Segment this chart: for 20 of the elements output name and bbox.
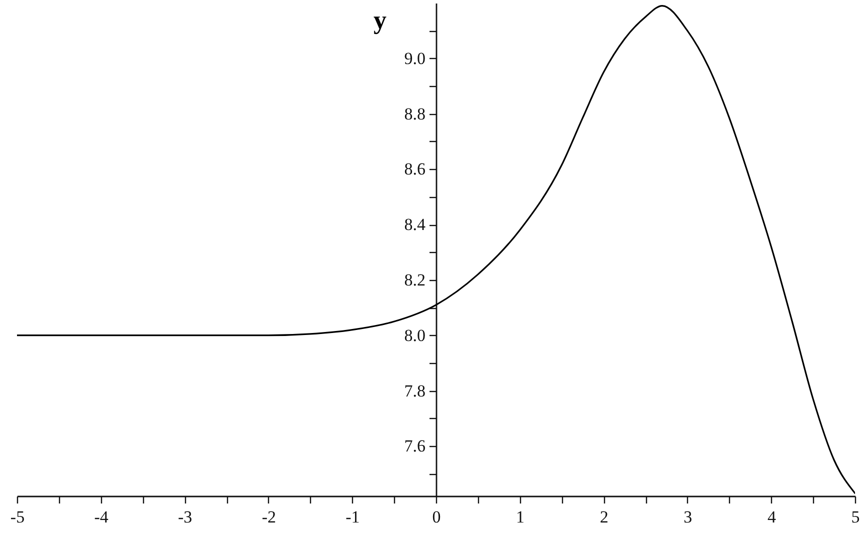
x-tick-label: 4 xyxy=(767,508,776,526)
y-tick-label: 8.6 xyxy=(404,160,426,179)
y-tick-label: 8.8 xyxy=(404,104,426,124)
x-tick-label: -5 xyxy=(10,508,25,526)
x-tick-label: 0 xyxy=(432,508,441,526)
y-tick-label: 8.4 xyxy=(404,215,426,234)
y-axis-title: y xyxy=(374,6,386,34)
x-tick-label: -2 xyxy=(262,508,276,526)
y-tick-label: 8.0 xyxy=(404,326,426,345)
x-tick-label: 3 xyxy=(684,508,692,526)
x-tick-label: -4 xyxy=(94,508,109,526)
x-tick-label: -3 xyxy=(178,508,192,526)
x-tick-label: -1 xyxy=(346,508,360,526)
y-tick-label: 7.6 xyxy=(404,436,426,456)
y-tick-label: 9.0 xyxy=(404,48,426,68)
x-tick-label: 1 xyxy=(516,508,525,526)
x-tick-label: 5 xyxy=(851,508,860,526)
y-tick-label: 7.8 xyxy=(404,381,426,400)
y-tick-label: 8.2 xyxy=(404,270,426,290)
x-tick-label: 2 xyxy=(600,508,608,526)
